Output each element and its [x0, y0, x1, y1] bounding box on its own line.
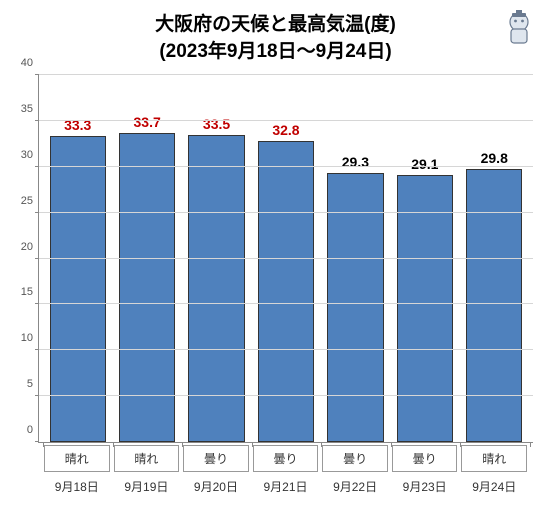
date-label: 9月22日: [322, 478, 388, 495]
plot-area: 33.333.733.532.829.329.129.8 05101520253…: [38, 75, 533, 443]
mascot-logo-icon: [499, 8, 539, 48]
y-tick-mark: [35, 349, 39, 350]
y-tick-label: 35: [21, 103, 33, 115]
date-label: 9月23日: [392, 478, 458, 495]
gridline: [39, 349, 533, 350]
x-category: 曇り 9月21日: [253, 443, 319, 501]
x-category: 曇り 9月23日: [392, 443, 458, 501]
y-tick-mark: [35, 166, 39, 167]
bar: [466, 169, 522, 442]
x-category: 晴れ 9月19日: [114, 443, 180, 501]
weather-label: 晴れ: [461, 445, 527, 472]
x-category: 晴れ 9月24日: [461, 443, 527, 501]
y-tick-label: 5: [27, 378, 33, 390]
gridline: [39, 74, 533, 75]
bar: [397, 175, 453, 442]
x-category: 晴れ 9月18日: [44, 443, 110, 501]
date-label: 9月20日: [183, 478, 249, 495]
title-line-2: (2023年9月18日～9月24日): [0, 39, 551, 66]
bar: [50, 136, 106, 442]
weather-label: 晴れ: [114, 445, 180, 472]
x-category: 曇り 9月20日: [183, 443, 249, 501]
y-tick-mark: [35, 303, 39, 304]
weather-label: 曇り: [183, 445, 249, 472]
gridline: [39, 212, 533, 213]
bar-value-label: 29.8: [481, 150, 508, 166]
chart-container: 大阪府の天候と最高気温(度) (2023年9月18日～9月24日) 33.333…: [0, 0, 551, 513]
date-label: 9月21日: [253, 478, 319, 495]
bars-group: 33.3 33.7 33.5 32.8 29.3 29.1 29.8: [39, 75, 533, 442]
bar-value-label: 32.8: [272, 122, 299, 138]
date-label: 9月19日: [114, 478, 180, 495]
gridline: [39, 395, 533, 396]
bar-wrap: 33.5: [184, 75, 249, 442]
date-label: 9月24日: [461, 478, 527, 495]
bar-value-label: 33.7: [134, 114, 161, 130]
weather-label: 曇り: [392, 445, 458, 472]
y-tick-mark: [35, 74, 39, 75]
chart-title: 大阪府の天候と最高気温(度) (2023年9月18日～9月24日): [0, 0, 551, 65]
weather-label: 曇り: [253, 445, 319, 472]
weather-label: 晴れ: [44, 445, 110, 472]
y-tick-label: 40: [21, 57, 33, 69]
bar-wrap: 29.1: [392, 75, 457, 442]
bar: [258, 141, 314, 442]
gridline: [39, 303, 533, 304]
bar: [327, 173, 383, 442]
y-tick-label: 10: [21, 332, 33, 344]
x-category: 曇り 9月22日: [322, 443, 388, 501]
y-tick-mark: [35, 395, 39, 396]
weather-label: 曇り: [322, 445, 388, 472]
bar-value-label: 29.1: [411, 156, 438, 172]
date-label: 9月18日: [44, 478, 110, 495]
y-tick-label: 0: [27, 424, 33, 436]
gridline: [39, 120, 533, 121]
y-tick-mark: [35, 120, 39, 121]
bar-value-label: 29.3: [342, 154, 369, 170]
bar-wrap: 33.3: [45, 75, 110, 442]
y-tick-mark: [35, 212, 39, 213]
y-tick-label: 20: [21, 241, 33, 253]
y-tick-label: 30: [21, 149, 33, 161]
bar-value-label: 33.5: [203, 116, 230, 132]
bar-wrap: 33.7: [114, 75, 179, 442]
y-tick-label: 25: [21, 195, 33, 207]
title-line-1: 大阪府の天候と最高気温(度): [0, 12, 551, 39]
y-tick-mark: [35, 258, 39, 259]
x-axis: 晴れ9月18日晴れ9月19日曇り9月20日曇り9月21日曇り9月22日曇り9月2…: [38, 443, 533, 501]
y-tick-label: 15: [21, 286, 33, 298]
bar-wrap: 29.3: [323, 75, 388, 442]
bar-wrap: 29.8: [462, 75, 527, 442]
bar-wrap: 32.8: [253, 75, 318, 442]
y-tick-mark: [35, 441, 39, 442]
gridline: [39, 258, 533, 259]
gridline: [39, 166, 533, 167]
